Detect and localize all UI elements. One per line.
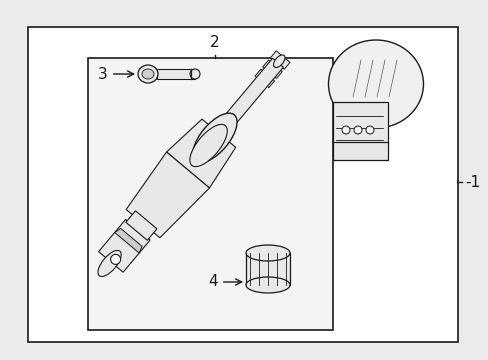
Bar xyxy=(332,102,387,144)
Ellipse shape xyxy=(98,251,121,276)
Bar xyxy=(157,69,195,79)
Text: 2: 2 xyxy=(210,35,220,50)
Text: 4: 4 xyxy=(208,275,241,289)
Polygon shape xyxy=(99,220,150,272)
Circle shape xyxy=(341,126,349,134)
Polygon shape xyxy=(125,211,157,240)
Polygon shape xyxy=(262,60,282,78)
Polygon shape xyxy=(218,58,283,132)
Ellipse shape xyxy=(245,277,289,293)
Polygon shape xyxy=(270,51,289,69)
Polygon shape xyxy=(255,69,274,88)
Polygon shape xyxy=(115,228,142,253)
Circle shape xyxy=(353,126,361,134)
Polygon shape xyxy=(126,152,209,238)
Bar xyxy=(88,58,332,330)
Ellipse shape xyxy=(190,69,200,79)
Ellipse shape xyxy=(138,65,158,83)
Polygon shape xyxy=(166,119,235,188)
Bar xyxy=(28,27,457,342)
Ellipse shape xyxy=(142,69,154,79)
Circle shape xyxy=(110,255,121,264)
Bar xyxy=(332,142,387,160)
Text: 3: 3 xyxy=(98,67,133,81)
Ellipse shape xyxy=(193,113,237,162)
Text: -1: -1 xyxy=(464,175,479,189)
Circle shape xyxy=(365,126,373,134)
Ellipse shape xyxy=(245,245,289,261)
Bar xyxy=(245,253,289,285)
Ellipse shape xyxy=(328,40,423,128)
Ellipse shape xyxy=(189,124,227,167)
Ellipse shape xyxy=(273,55,285,68)
